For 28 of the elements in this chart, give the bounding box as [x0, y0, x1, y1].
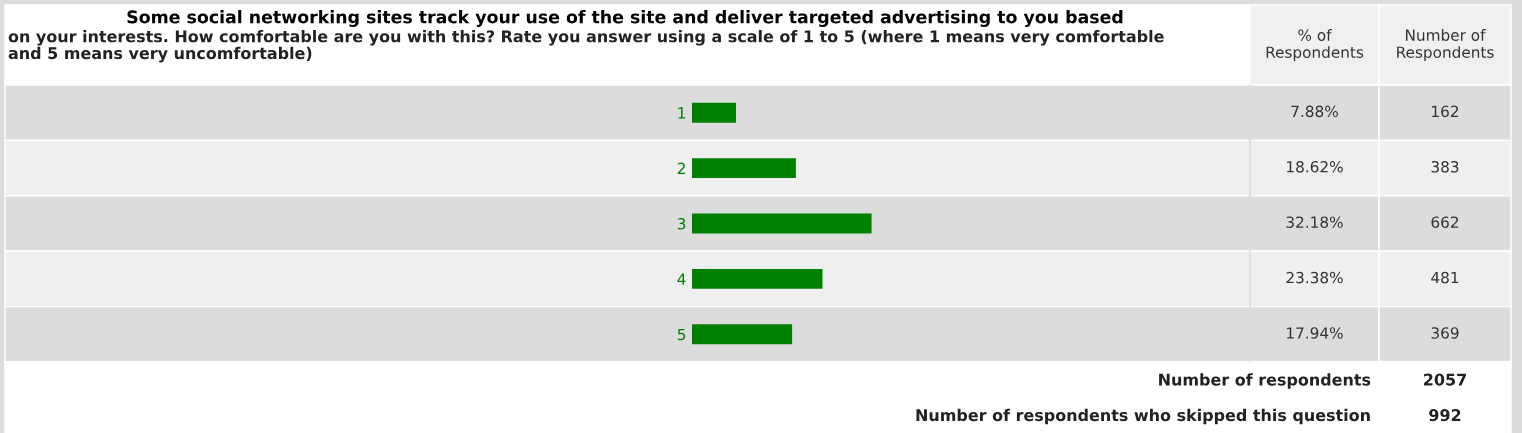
chart-title: Some social networking sites track your use of the site and deliver targeted advertising to you based [127, 10, 1123, 27]
data-label: 23.38% [1286, 271, 1343, 284]
text: 2057 [1424, 373, 1466, 386]
bar [692, 102, 736, 123]
bar [692, 213, 872, 234]
y-tick-label: 1 [678, 107, 686, 119]
y-tick-label: 3 [677, 217, 686, 230]
text: 369 [1431, 327, 1459, 339]
data-label: 7.88% [1291, 105, 1338, 118]
y-tick-label: 2 [677, 162, 685, 174]
text: Number of respondents who skipped this question [916, 408, 1370, 425]
data-label: 17.94% [1287, 327, 1343, 339]
text: Number of Respondents [1397, 29, 1494, 61]
data-label: 18.62% [1287, 160, 1343, 173]
text: 662 [1431, 216, 1459, 228]
bar [692, 268, 823, 289]
text: Number of respondents [1159, 373, 1371, 389]
data-label: 32.18% [1286, 216, 1343, 228]
text: 992 [1429, 409, 1461, 422]
bar [692, 324, 793, 345]
text: 162 [1432, 105, 1459, 118]
bar [692, 158, 796, 179]
text: % of Respondents [1266, 29, 1364, 61]
y-tick-label: 5 [677, 328, 686, 341]
y-tick-label: 4 [677, 273, 686, 285]
text: 383 [1431, 160, 1459, 173]
text: 481 [1431, 271, 1459, 284]
chart-subtitle: on your interests. How comfortable are you with this? Rate you answer using a scale of 1 to 5 (where 1 means very comfortable and 5 means very uncomfortable) [8, 30, 1164, 63]
